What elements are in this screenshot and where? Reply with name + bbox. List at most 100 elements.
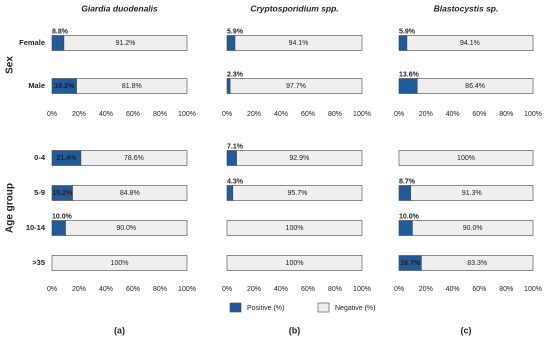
value-label: 100%	[111, 260, 129, 267]
value-label: 86.4%	[465, 83, 485, 90]
x-tick-label: 80%	[328, 286, 342, 293]
negative-bar	[51, 255, 188, 271]
value-label: 84.8%	[120, 190, 140, 197]
x-tick-label: 60%	[472, 286, 486, 293]
negative-bar	[63, 35, 188, 51]
category-label: 0-4	[34, 153, 46, 162]
x-tick-label: 100%	[524, 286, 542, 293]
x-tick-label: 100%	[524, 111, 542, 118]
category-label: 5-9	[34, 188, 45, 197]
value-label: 100%	[286, 260, 304, 267]
x-tick-label: 20%	[72, 111, 86, 118]
x-tick-label: 20%	[247, 111, 261, 118]
value-label: 5.9%	[399, 28, 416, 35]
x-tick-label: 80%	[328, 111, 342, 118]
x-tick-label: 60%	[472, 111, 486, 118]
positive-bar	[398, 35, 408, 51]
x-tick-label: 100%	[178, 286, 196, 293]
value-label: 16.7%	[400, 260, 421, 267]
x-tick-label: 100%	[178, 111, 196, 118]
value-label: 81.8%	[122, 83, 142, 90]
positive-bar	[398, 220, 413, 236]
x-tick-label: 60%	[126, 111, 140, 118]
negative-bar	[398, 150, 534, 166]
x-tick-label: 60%	[301, 286, 315, 293]
x-tick-label: 20%	[419, 286, 433, 293]
value-label: 8.7%	[399, 178, 416, 185]
negative-bar	[421, 255, 534, 271]
category-label: 10-14	[26, 223, 46, 232]
legend-swatch	[317, 302, 330, 313]
row-group-label: Age group	[5, 183, 16, 233]
x-tick-label: 100%	[353, 111, 371, 118]
x-tick-label: 80%	[153, 286, 167, 293]
legend-label: Negative (%)	[335, 305, 375, 312]
value-label: 94.1%	[460, 40, 480, 47]
negative-bar	[234, 35, 363, 51]
category-label: >35	[32, 258, 45, 267]
x-tick-label: 80%	[499, 286, 513, 293]
x-tick-label: 60%	[126, 286, 140, 293]
negative-bar	[226, 220, 363, 236]
chart-title: Giardia duodenalis	[81, 3, 158, 13]
row-group-label: Sex	[5, 56, 16, 74]
x-tick-label: 80%	[153, 111, 167, 118]
negative-bar	[72, 185, 188, 201]
value-label: 100%	[286, 225, 304, 232]
positive-bar	[226, 35, 236, 51]
negative-bar	[65, 220, 188, 236]
x-tick-label: 100%	[353, 286, 371, 293]
value-label: 5.9%	[227, 28, 244, 35]
value-label: 90.0%	[116, 225, 136, 232]
positive-bar	[398, 185, 411, 201]
x-tick-label: 20%	[419, 111, 433, 118]
x-tick-label: 40%	[99, 111, 113, 118]
x-tick-label: 20%	[247, 286, 261, 293]
negative-bar	[236, 150, 363, 166]
value-label: 18.2%	[54, 83, 75, 90]
panel-label: (c)	[461, 325, 472, 335]
value-label: 10.0%	[399, 213, 420, 220]
negative-bar	[406, 35, 534, 51]
x-tick-label: 80%	[499, 111, 513, 118]
value-label: 4.3%	[227, 178, 244, 185]
negative-bar	[76, 78, 188, 94]
panel-label: (a)	[114, 325, 125, 335]
negative-bar	[416, 78, 534, 94]
positive-bar	[398, 78, 418, 94]
panel-label: (b)	[289, 325, 301, 335]
x-tick-label: 0%	[47, 286, 57, 293]
negative-bar	[410, 185, 534, 201]
chart-title: Cryptosporidium spp.	[250, 3, 338, 13]
positive-bar	[226, 185, 234, 201]
x-tick-label: 20%	[72, 286, 86, 293]
value-label: 21.4%	[57, 155, 78, 162]
negative-bar	[229, 78, 363, 94]
x-tick-label: 40%	[99, 286, 113, 293]
x-tick-label: 40%	[446, 111, 460, 118]
value-label: 91.3%	[462, 190, 482, 197]
value-label: 100%	[457, 155, 475, 162]
positive-bar	[51, 220, 66, 236]
x-tick-label: 0%	[394, 286, 404, 293]
value-label: 15.2%	[52, 190, 73, 197]
negative-bar	[412, 220, 534, 236]
x-tick-label: 40%	[446, 286, 460, 293]
value-label: 97.7%	[286, 83, 306, 90]
value-label: 2.3%	[227, 71, 244, 78]
legend-swatch	[229, 302, 242, 313]
negative-bar	[232, 185, 363, 201]
legend-label: Positive (%)	[247, 305, 284, 312]
positive-bar	[51, 35, 65, 51]
x-tick-label: 40%	[274, 111, 288, 118]
value-label: 94.1%	[289, 40, 309, 47]
category-label: Female	[19, 38, 45, 47]
chart-title: Blastocystis sp.	[434, 3, 499, 13]
value-label: 10.0%	[52, 213, 73, 220]
positive-bar	[226, 150, 237, 166]
value-label: 7.1%	[227, 143, 244, 150]
value-label: 91.2%	[116, 40, 136, 47]
negative-bar	[80, 150, 188, 166]
value-label: 78.6%	[124, 155, 144, 162]
